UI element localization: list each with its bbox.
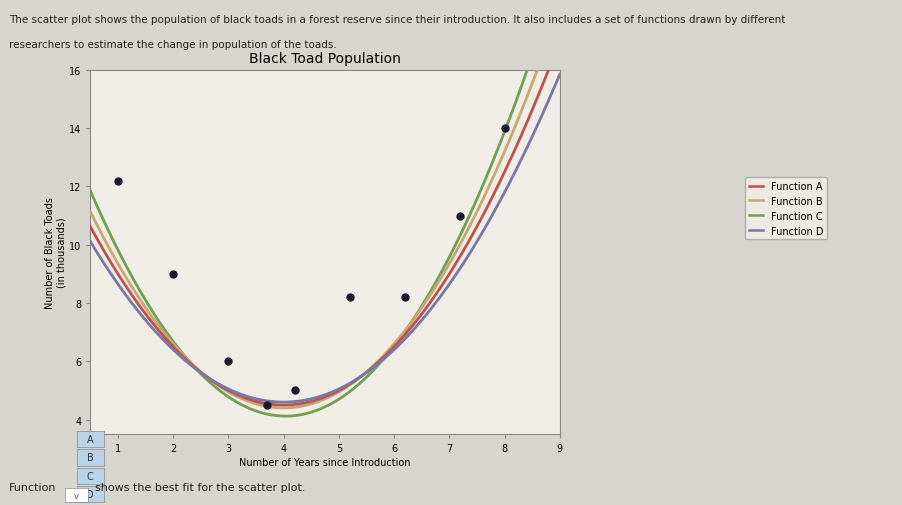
- Point: [111, 177, 125, 185]
- Point: [166, 270, 180, 278]
- Point: [221, 358, 235, 366]
- Point: [398, 293, 412, 301]
- Title: Black Toad Population: Black Toad Population: [249, 52, 400, 65]
- Text: D: D: [87, 489, 94, 499]
- Text: shows the best fit for the scatter plot.: shows the best fit for the scatter plot.: [95, 482, 305, 492]
- Point: [453, 212, 467, 220]
- Point: [260, 401, 274, 409]
- Text: C: C: [87, 471, 94, 481]
- Point: [287, 387, 301, 395]
- Point: [343, 293, 357, 301]
- X-axis label: Number of Years since Introduction: Number of Years since Introduction: [239, 458, 410, 468]
- Text: B: B: [87, 452, 94, 463]
- Point: [497, 125, 511, 133]
- Text: Function: Function: [9, 482, 57, 492]
- Legend: Function A, Function B, Function C, Function D: Function A, Function B, Function C, Func…: [744, 178, 826, 240]
- Text: The scatter plot shows the population of black toads in a forest reserve since t: The scatter plot shows the population of…: [9, 15, 785, 25]
- Text: v: v: [74, 491, 78, 500]
- Text: A: A: [87, 434, 94, 444]
- Text: researchers to estimate the change in population of the toads.: researchers to estimate the change in po…: [9, 40, 336, 50]
- Y-axis label: Number of Black Toads
(in thousands): Number of Black Toads (in thousands): [44, 196, 66, 309]
